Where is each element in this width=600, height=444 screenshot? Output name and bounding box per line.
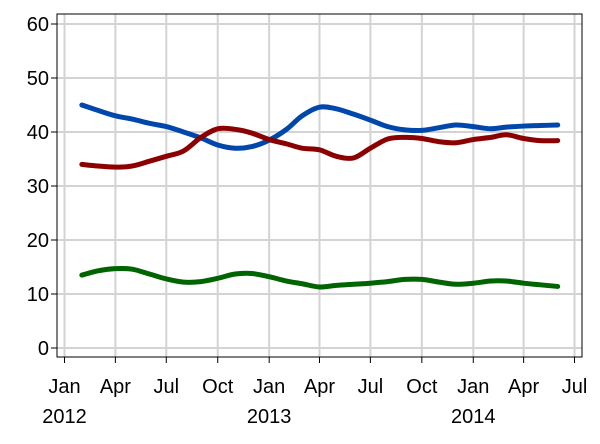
- x-tick-label: Oct: [406, 376, 438, 398]
- series-line-2: [79, 125, 561, 170]
- x-tick-label: Apr: [508, 376, 539, 398]
- x-tick-label: Apr: [100, 376, 131, 398]
- y-tick-label: 30: [27, 176, 49, 198]
- series-line-3: [79, 265, 561, 290]
- x-tick-label: Jul: [358, 376, 384, 398]
- x-tick-year-label: 2013: [247, 406, 292, 428]
- y-tick-label: 60: [27, 14, 49, 36]
- x-tick-year-label: 2014: [451, 406, 496, 428]
- x-tick-label: Oct: [202, 376, 234, 398]
- grid: [57, 14, 582, 357]
- y-axis-ticks: 0 10 20 30 40 50 60: [27, 14, 57, 360]
- x-tick-label: Jul: [562, 376, 588, 398]
- x-tick-label: Jul: [153, 376, 179, 398]
- x-tick-label: Jan: [48, 376, 80, 398]
- x-axis-ticks: Jan 2012 Apr Jul Oct Jan 2013 Apr Jul Oct Jan 2014 A…: [42, 357, 587, 428]
- y-tick-label: 50: [27, 68, 49, 90]
- y-tick-label: 10: [27, 284, 49, 306]
- y-tick-label: 20: [27, 230, 49, 252]
- x-tick-year-label: 2012: [42, 406, 87, 428]
- x-tick-label: Apr: [304, 376, 335, 398]
- x-tick-label: Jan: [457, 376, 489, 398]
- x-tick-label: Jan: [253, 376, 285, 398]
- y-tick-label: 40: [27, 122, 49, 144]
- series-line-1: [79, 102, 561, 151]
- series-lines: [79, 102, 561, 290]
- y-tick-label: 0: [38, 338, 49, 360]
